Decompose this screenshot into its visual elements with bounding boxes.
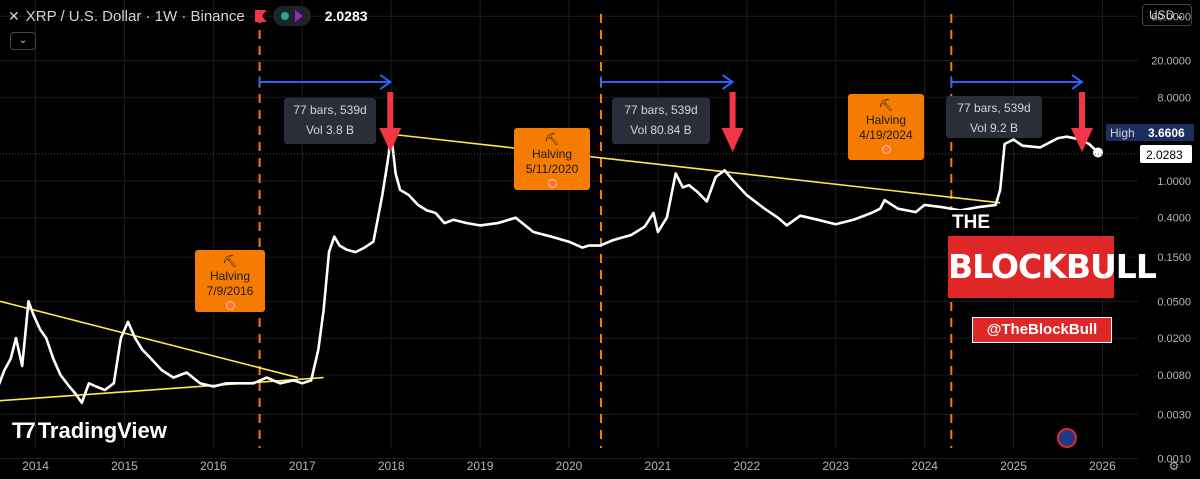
measure-bars: 77 bars, 539d <box>293 103 367 117</box>
currency-value: USD <box>1149 8 1175 22</box>
x-tick-label: 2018 <box>378 459 405 473</box>
close-icon[interactable]: ✕ <box>8 7 20 24</box>
symbol-header[interactable]: ✕ XRP / U.S. Dollar · 1W · Binance 2.028… <box>8 6 368 26</box>
halving-dot-icon <box>547 179 557 188</box>
target-arrow-shaft <box>387 92 394 130</box>
target-arrow-shaft <box>729 92 736 130</box>
measure-bars: 77 bars, 539d <box>957 101 1031 115</box>
y-tick-label: 0.0010 <box>1157 454 1191 466</box>
x-tick-label: 2020 <box>556 459 583 473</box>
x-tick-label: 2023 <box>822 459 849 473</box>
trendline <box>0 376 324 402</box>
x-tick-label: 2017 <box>289 459 316 473</box>
last-price-marker <box>1092 147 1103 158</box>
y-tick-label: 0.0200 <box>1157 333 1191 345</box>
y-tick-label: 20.0000 <box>1151 55 1191 67</box>
high-label: High <box>1110 126 1135 140</box>
price-series <box>0 132 1103 405</box>
watermark-handle: @TheBlockBull <box>972 317 1112 343</box>
tradingview-logo-text: TradingView <box>37 418 167 443</box>
target-arrow-shaft <box>1078 92 1085 130</box>
halving-title: Halving <box>865 113 907 127</box>
flag-icon[interactable] <box>254 10 267 22</box>
halving-title: Halving <box>531 147 573 161</box>
tradingview-icon: T7 <box>12 418 36 443</box>
y-axis[interactable]: 0.0010 0.0030 0.0080 0.0200 0.0500 0.1500 0.40… <box>1151 11 1191 465</box>
target-arrow-head <box>1070 128 1093 152</box>
watermark-blockbull: BLOCKBULL <box>948 236 1157 298</box>
price-line <box>0 132 1099 405</box>
x-tick-label: 2025 <box>1000 459 1027 473</box>
y-tick-label: 0.0080 <box>1157 370 1191 382</box>
pickaxe-icon: ⛏ <box>544 132 560 146</box>
measure-volume: Vol 9.2 B <box>969 121 1019 135</box>
status-dot-icon <box>280 12 289 20</box>
measure-arrows <box>258 74 1093 152</box>
pickaxe-icon: ⛏ <box>222 254 238 268</box>
target-arrow-head <box>379 128 402 152</box>
y-tick-label: 0.0030 <box>1157 409 1191 421</box>
x-tick-label: 2021 <box>645 459 672 473</box>
currency-select[interactable]: USD ⌄ <box>1142 4 1192 26</box>
high-value: 3.6606 <box>1148 126 1185 140</box>
trendlines <box>0 133 1001 402</box>
last-price-value: 2.0283 <box>1146 148 1183 162</box>
y-tick-label: 0.4000 <box>1157 213 1191 225</box>
halving-label-2024[interactable]: ⛏ Halving 4/19/2024 <box>848 94 924 160</box>
measure-arrow-head <box>722 74 735 90</box>
x-tick-label: 2019 <box>467 459 494 473</box>
y-tick-label: 1.0000 <box>1157 176 1191 188</box>
x-tick-label: 2024 <box>911 459 938 473</box>
settings-icon: ⚙ <box>1169 459 1180 473</box>
symbol-title[interactable]: XRP / U.S. Dollar · 1W · Binance <box>25 7 245 25</box>
indicator-pill[interactable] <box>272 6 311 26</box>
header-last-price: 2.0283 <box>324 8 368 24</box>
halving-dot-icon <box>881 145 891 154</box>
y-tick-label: 0.1500 <box>1157 252 1191 264</box>
tradingview-logo[interactable]: T7 TradingView <box>12 418 167 444</box>
x-tick-label: 2026 <box>1089 459 1116 473</box>
trendline <box>0 300 299 379</box>
x-axis[interactable]: 2014 2015 2016 2017 2018 2019 2020 2021 2022 2023… <box>22 459 1179 473</box>
x-tick-label: 2016 <box>200 459 227 473</box>
share-icon <box>294 10 303 22</box>
y-tick-label: 60.0000 <box>1151 11 1191 23</box>
measure-label-3[interactable]: 77 bars, 539d Vol 9.2 B <box>946 96 1042 138</box>
chevron-down-icon: ⌄ <box>1174 8 1185 22</box>
pickaxe-icon: ⛏ <box>878 98 894 112</box>
measure-bars: 77 bars, 539d <box>624 103 698 117</box>
halving-date: 7/9/2016 <box>206 284 254 298</box>
measure-volume: Vol 80.84 B <box>630 123 692 137</box>
measure-label-2[interactable]: 77 bars, 539d Vol 80.84 B <box>612 98 710 144</box>
halving-label-2016[interactable]: ⛏ Halving 7/9/2016 <box>195 250 265 312</box>
halving-label-2020[interactable]: ⛏ Halving 5/11/2020 <box>514 128 590 190</box>
halving-date: 4/19/2024 <box>859 128 913 142</box>
halving-title: Halving <box>209 269 251 283</box>
trendline <box>390 133 1001 204</box>
measure-arrow-head <box>379 74 393 90</box>
measure-label-1[interactable]: 77 bars, 539d Vol 3.8 B <box>284 98 376 144</box>
x-tick-label: 2022 <box>733 459 760 473</box>
halving-dot-icon <box>225 301 235 310</box>
x-tick-label: 2015 <box>111 459 138 473</box>
collapse-toggle-button[interactable]: ⌄ <box>10 32 36 50</box>
chevron-down-icon: ⌄ <box>18 35 28 46</box>
measure-volume: Vol 3.8 B <box>305 123 355 137</box>
y-tick-label: 8.0000 <box>1157 92 1191 104</box>
high-badge <box>1106 124 1194 141</box>
watermark-the: THE <box>948 210 994 236</box>
measure-arrow-head <box>1071 74 1084 90</box>
halving-date: 5/11/2020 <box>525 162 579 176</box>
chart-grid <box>0 0 1138 460</box>
last-price-badge <box>1140 145 1192 163</box>
us-flag-icon[interactable] <box>1057 428 1077 448</box>
y-tick-label: 0.0500 <box>1157 296 1191 308</box>
target-arrow-head <box>721 128 744 152</box>
halving-lines <box>258 14 953 448</box>
x-tick-label: 2014 <box>22 459 49 473</box>
